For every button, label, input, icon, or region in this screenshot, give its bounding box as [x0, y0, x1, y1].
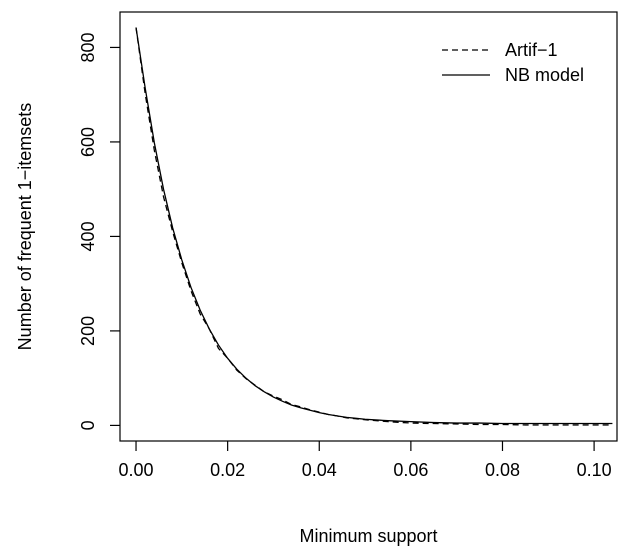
- y-axis: 0 200 400 600 800: [78, 32, 120, 430]
- x-axis: 0.00 0.02 0.04 0.06 0.08 0.10: [119, 441, 612, 480]
- plot-frame: [119, 11, 618, 442]
- x-tick-label: 0.04: [302, 460, 337, 480]
- y-tick-label: 0: [78, 420, 98, 430]
- x-tick-label: 0.06: [393, 460, 428, 480]
- legend: Artif−1 NB model: [442, 40, 584, 85]
- x-tick-label: 0.08: [485, 460, 520, 480]
- y-tick-label: 800: [78, 32, 98, 62]
- x-tick-label: 0.00: [119, 460, 154, 480]
- y-tick-label: 600: [78, 127, 98, 157]
- y-tick-label: 400: [78, 221, 98, 251]
- x-axis-title: Minimum support: [299, 526, 437, 546]
- legend-label: NB model: [505, 65, 584, 85]
- y-axis-title: Number of frequent 1−itemsets: [15, 103, 35, 351]
- x-tick-label: 0.02: [210, 460, 245, 480]
- legend-label: Artif−1: [505, 40, 558, 60]
- series-layer: [135, 27, 613, 426]
- series-line-2: [135, 27, 613, 425]
- y-tick-label: 200: [78, 316, 98, 346]
- x-tick-label: 0.10: [577, 460, 612, 480]
